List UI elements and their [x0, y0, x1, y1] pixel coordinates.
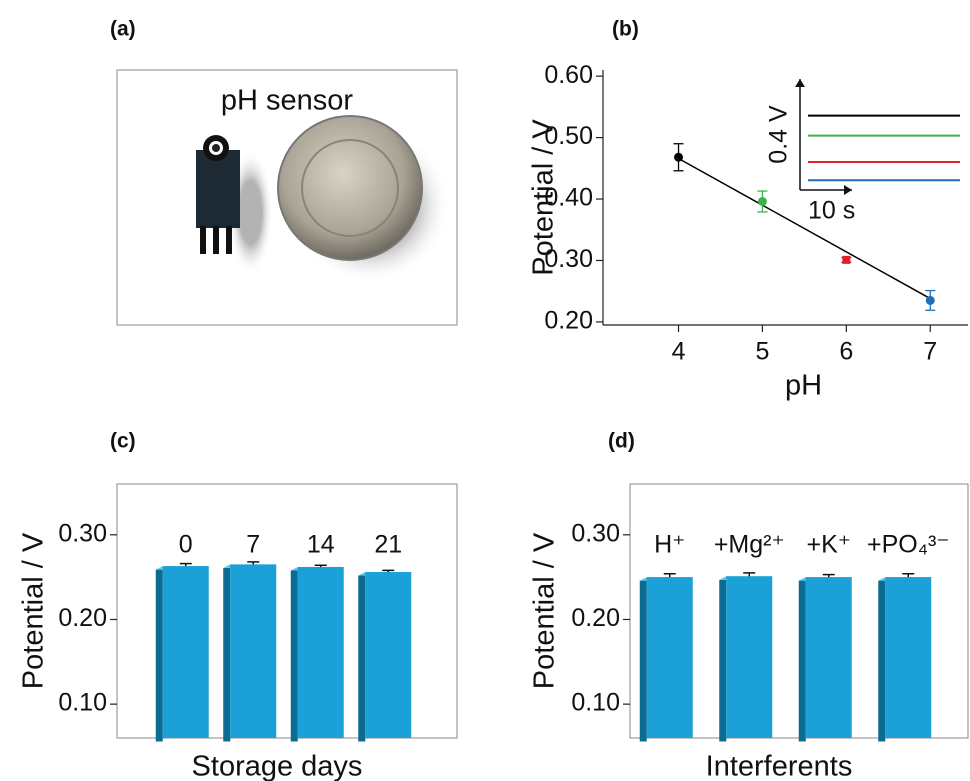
bar-side	[640, 581, 647, 742]
panel-label: (c)	[110, 430, 136, 453]
x-tick-label: 5	[755, 338, 769, 366]
bar	[365, 572, 411, 738]
arrow-head	[795, 79, 805, 87]
y-tick-label: 0.30	[571, 519, 620, 547]
category-label: 0	[179, 531, 193, 559]
bar-side	[878, 581, 885, 742]
bar-side	[358, 576, 365, 742]
y-tick-label: 0.60	[544, 61, 593, 89]
caption: pH sensor	[221, 85, 354, 117]
category-label: 21	[374, 531, 402, 559]
bar	[298, 567, 344, 738]
y-tick-label: 0.30	[58, 519, 107, 547]
figure: (a)pH sensor(b)0.200.300.400.500.60Poten…	[0, 0, 970, 781]
x-axis-label: Storage days	[192, 751, 363, 781]
bar	[885, 577, 931, 738]
bar	[163, 566, 209, 738]
category-label: +PO₄³⁻	[867, 531, 949, 559]
y-tick-label: 0.20	[544, 307, 593, 335]
bar	[230, 564, 276, 738]
category-label: 14	[307, 531, 335, 559]
category-label: H⁺	[654, 531, 685, 559]
point	[926, 296, 935, 305]
x-tick-label: 7	[923, 338, 937, 366]
page: (a)pH sensor(b)0.200.300.400.500.60Poten…	[0, 0, 970, 781]
x-tick-label: 4	[672, 338, 686, 366]
panel-label: (b)	[612, 18, 639, 41]
x-axis-label: pH	[785, 370, 822, 402]
bar	[726, 576, 772, 738]
y-axis-label: Potential / V	[18, 532, 50, 689]
bar	[647, 577, 693, 738]
point	[758, 197, 767, 206]
inset-x-scale-label: 10 s	[808, 197, 855, 225]
bar-side	[291, 570, 298, 741]
bar	[806, 577, 852, 738]
point	[674, 153, 683, 162]
y-axis-label: Potential / V	[528, 119, 560, 276]
x-tick-label: 6	[839, 338, 853, 366]
bar-side	[156, 570, 163, 742]
category-label: 7	[246, 531, 260, 559]
bar-side	[799, 581, 806, 742]
bar-side	[719, 580, 726, 742]
y-tick-label: 0.20	[571, 604, 620, 632]
bar-side	[223, 568, 230, 742]
point	[842, 256, 850, 264]
y-axis-label: Potential / V	[529, 532, 561, 689]
x-axis-label: Interferents	[706, 751, 853, 781]
category-label: +Mg²⁺	[714, 531, 785, 559]
y-tick-label: 0.10	[58, 689, 107, 717]
arrow-head	[844, 185, 852, 195]
category-label: +K⁺	[807, 531, 851, 559]
inset-y-scale-label: 0.4 V	[765, 105, 793, 164]
panel-label: (d)	[608, 430, 635, 453]
y-tick-label: 0.10	[571, 689, 620, 717]
y-tick-label: 0.20	[58, 604, 107, 632]
panel-label: (a)	[110, 18, 136, 41]
